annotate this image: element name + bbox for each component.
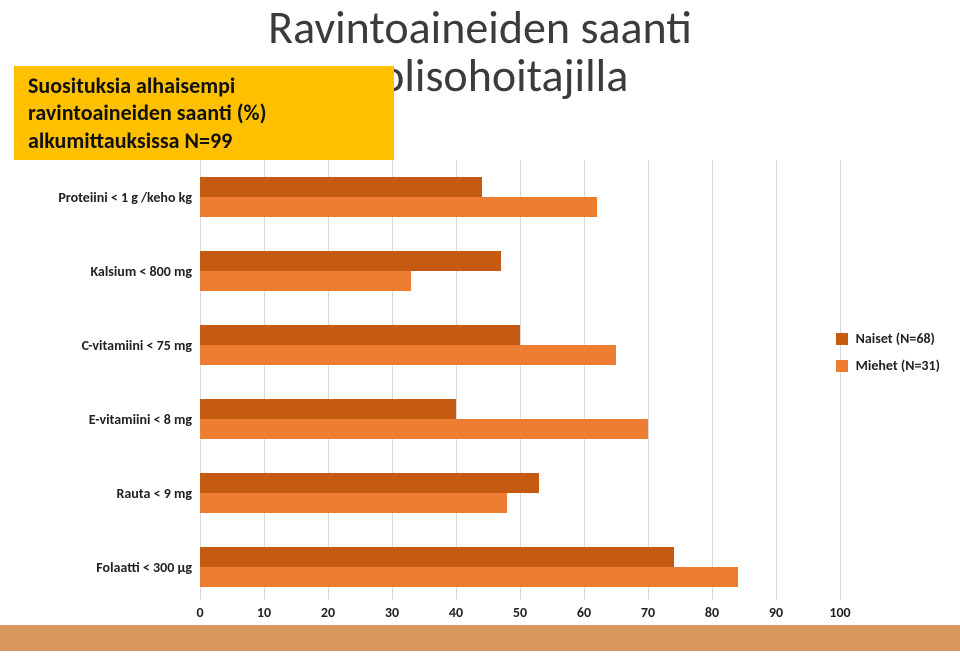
- legend-label: Naiset (N=68): [856, 330, 935, 347]
- x-tick-label: 40: [449, 604, 463, 621]
- bar-naiset: [200, 177, 482, 197]
- x-tick-label: 10: [257, 604, 271, 621]
- title-line-1: Ravintoaineiden saanti: [0, 4, 960, 52]
- bar-miehet: [200, 345, 616, 365]
- row-label: E-vitamiini < 8 mg: [12, 382, 192, 456]
- legend-label: Miehet (N=31): [856, 357, 940, 374]
- x-tick-label: 60: [577, 604, 591, 621]
- x-axis-labels: 0102030405060708090100: [200, 604, 840, 626]
- x-tick-label: 30: [385, 604, 399, 621]
- x-tick-label: 0: [196, 604, 203, 621]
- subtitle-text: Suosituksia alhaisempi ravintoaineiden s…: [28, 72, 380, 155]
- x-tick-label: 20: [321, 604, 335, 621]
- row-bars: [200, 308, 840, 382]
- x-tick-label: 50: [513, 604, 527, 621]
- bar-miehet: [200, 567, 738, 587]
- legend-swatch: [836, 333, 848, 345]
- slide: Ravintoaineiden saanti puolisohoitajilla…: [0, 0, 960, 665]
- row-label: Kalsium < 800 mg: [12, 234, 192, 308]
- chart-legend: Naiset (N=68) Miehet (N=31): [836, 330, 940, 384]
- bar-naiset: [200, 325, 520, 345]
- subtitle-highlight-box: Suosituksia alhaisempi ravintoaineiden s…: [14, 66, 394, 160]
- row-label: Proteiini < 1 g /keho kg: [12, 160, 192, 234]
- bar-naiset: [200, 547, 674, 567]
- x-tick-label: 90: [769, 604, 783, 621]
- legend-item: Naiset (N=68): [836, 330, 940, 347]
- chart-plot-area: 0102030405060708090100 Proteiini < 1 g /…: [200, 160, 840, 600]
- legend-item: Miehet (N=31): [836, 357, 940, 374]
- row-bars: [200, 160, 840, 234]
- bar-miehet: [200, 419, 648, 439]
- bar-miehet: [200, 271, 411, 291]
- row-bars: [200, 530, 840, 604]
- row-bars: [200, 456, 840, 530]
- x-tick-label: 80: [705, 604, 719, 621]
- legend-swatch: [836, 360, 848, 372]
- row-bars: [200, 382, 840, 456]
- chart-row: Rauta < 9 mg: [200, 456, 840, 530]
- chart-row: Kalsium < 800 mg: [200, 234, 840, 308]
- bar-naiset: [200, 473, 539, 493]
- chart-row: E-vitamiini < 8 mg: [200, 382, 840, 456]
- chart-row: C-vitamiini < 75 mg: [200, 308, 840, 382]
- row-label: Rauta < 9 mg: [12, 456, 192, 530]
- row-label: Folaatti < 300 µg: [12, 530, 192, 604]
- row-label: C-vitamiini < 75 mg: [12, 308, 192, 382]
- x-tick-label: 70: [641, 604, 655, 621]
- bar-naiset: [200, 251, 501, 271]
- chart-row: Folaatti < 300 µg: [200, 530, 840, 604]
- bar-miehet: [200, 493, 507, 513]
- bar-naiset: [200, 399, 456, 419]
- bar-miehet: [200, 197, 597, 217]
- row-bars: [200, 234, 840, 308]
- x-tick-label: 100: [829, 604, 850, 621]
- footer-accent-bar: [0, 625, 960, 651]
- chart-row: Proteiini < 1 g /keho kg: [200, 160, 840, 234]
